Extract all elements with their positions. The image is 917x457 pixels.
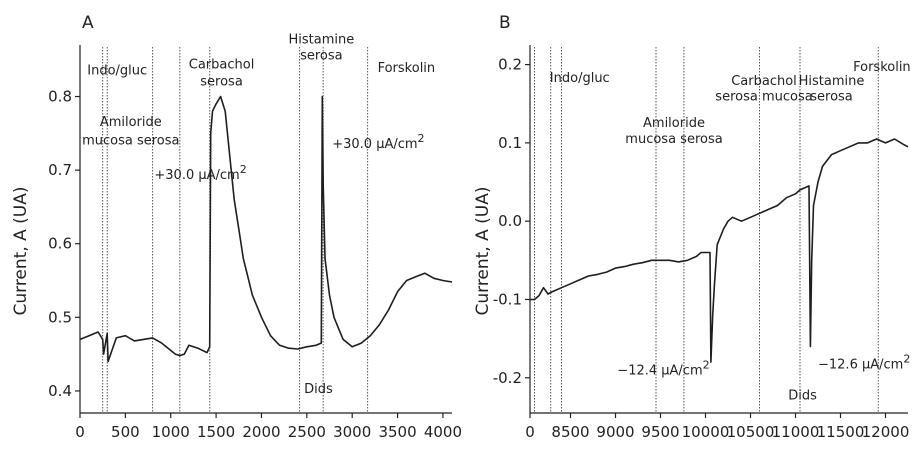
panel-a: A Current, A (UA) 0 500 1000 1500 2000 2500 30… bbox=[11, 13, 462, 441]
panel-b-annotation: Carbachol bbox=[731, 74, 797, 89]
panel-a-annotation: Amiloride bbox=[100, 115, 162, 130]
panel-b-annotation: −12.6 μA/cm2 bbox=[818, 352, 910, 372]
panel-a-y-tick-label: 0.4 bbox=[48, 382, 72, 400]
panel-b-x-tick-label: 9500 bbox=[641, 423, 679, 441]
panel-a-trace-line bbox=[79, 95, 453, 363]
panel-b-x-tick-label: 11000 bbox=[772, 423, 820, 441]
panel-b-annotation: Dids bbox=[788, 389, 817, 404]
panel-b-trace-line bbox=[530, 138, 909, 363]
panel-a-x-tick-label: 0 bbox=[75, 423, 85, 441]
panel-a-y-tick-label: 0.5 bbox=[48, 308, 72, 326]
panel-b-x-tick-label: 10500 bbox=[727, 423, 775, 441]
panel-a-y-tick-label: 0.7 bbox=[48, 161, 72, 179]
panel-b-y-tick-label: 0.1 bbox=[498, 134, 522, 152]
panel-b-annotation: −12.4 μA/cm2 bbox=[617, 359, 709, 379]
panel-b-annotation: Amiloride bbox=[643, 116, 705, 131]
panel-b-trace-group bbox=[530, 138, 909, 363]
panel-a-y-tick-label: 0.6 bbox=[48, 235, 72, 253]
panel-a-annotation: Forskolin bbox=[378, 61, 436, 76]
panel-b-x-tick-label: 0 bbox=[525, 423, 535, 441]
panel-a-x-tick-label: 1500 bbox=[197, 423, 235, 441]
panel-b-annotation: serosa mucosa bbox=[715, 90, 812, 105]
panel-b-annotation: Indo/gluc bbox=[550, 71, 610, 86]
panel-b-y-tick-label: -0.1 bbox=[493, 290, 522, 308]
panel-a-letter: A bbox=[82, 13, 94, 33]
panel-b-x-tick-label: 11500 bbox=[817, 423, 865, 441]
panel-a-y-ticks: 0.4 0.5 0.6 0.7 0.8 bbox=[48, 88, 80, 400]
panel-a-annotations: Indo/gluc Amiloride mucosa serosa Carbachol… bbox=[82, 33, 435, 398]
panel-a-x-tick-label: 500 bbox=[111, 423, 140, 441]
panel-a-trace-group bbox=[79, 95, 453, 363]
panel-b-annotation: Forskolin bbox=[853, 60, 911, 75]
panel-b-y-tick-label: -0.2 bbox=[493, 369, 522, 387]
panel-a-annotation: mucosa serosa bbox=[82, 133, 179, 148]
panel-b-y-ticks: -0.2 -0.1 0.0 0.1 0.2 bbox=[493, 56, 530, 387]
panel-a-ylabel: Current, A (UA) bbox=[11, 186, 31, 315]
panel-a-annotation: Dids bbox=[304, 382, 333, 397]
panel-a-annotation: serosa bbox=[200, 74, 243, 89]
panel-a-x-tick-label: 2000 bbox=[242, 423, 280, 441]
panel-a-x-tick-label: 1000 bbox=[152, 423, 190, 441]
panel-a-annotation: +30.0 μA/cm2 bbox=[332, 132, 424, 152]
panel-a-annotation: Indo/gluc bbox=[87, 63, 147, 78]
panel-a-markers bbox=[102, 47, 369, 413]
panel-a-annotation: serosa bbox=[300, 49, 343, 64]
panel-a-x-tick-label: 3000 bbox=[333, 423, 371, 441]
panel-a-x-tick-label: 3500 bbox=[378, 423, 416, 441]
panel-b-x-tick-label: 8500 bbox=[551, 423, 589, 441]
panel-a-annotation: Histamine bbox=[288, 33, 354, 48]
panel-b-ylabel: Current, A (UA) bbox=[473, 186, 493, 315]
panel-b-x-tick-label: 9000 bbox=[596, 423, 634, 441]
panel-b-annotation: serosa bbox=[810, 90, 853, 105]
panel-a-x-ticks: 0 500 1000 1500 2000 2500 3000 3500 4000 bbox=[75, 413, 462, 441]
panel-b-y-tick-label: 0.0 bbox=[498, 212, 522, 230]
panel-a-x-tick-label: 4000 bbox=[424, 423, 462, 441]
panel-b-y-tick-label: 0.2 bbox=[498, 56, 522, 74]
panel-a-x-tick-label: 2500 bbox=[288, 423, 326, 441]
panel-b-annotation: Histamine bbox=[799, 74, 865, 89]
panel-a-annotation: +30.0 μA/cm2 bbox=[154, 163, 246, 183]
panel-b-x-tick-label: 12000 bbox=[862, 423, 910, 441]
panel-b-x-tick-label: 10000 bbox=[682, 423, 730, 441]
panel-a-y-tick-label: 0.8 bbox=[48, 88, 72, 106]
panel-b-annotation: mucosa serosa bbox=[625, 132, 722, 147]
panel-b-letter: B bbox=[499, 13, 511, 33]
panel-a-annotation: Carbachol bbox=[189, 58, 255, 73]
panel-b-markers bbox=[534, 47, 879, 413]
panel-b: B Current, A (UA) 0 8500 9000 9500 100001050… bbox=[473, 13, 911, 441]
